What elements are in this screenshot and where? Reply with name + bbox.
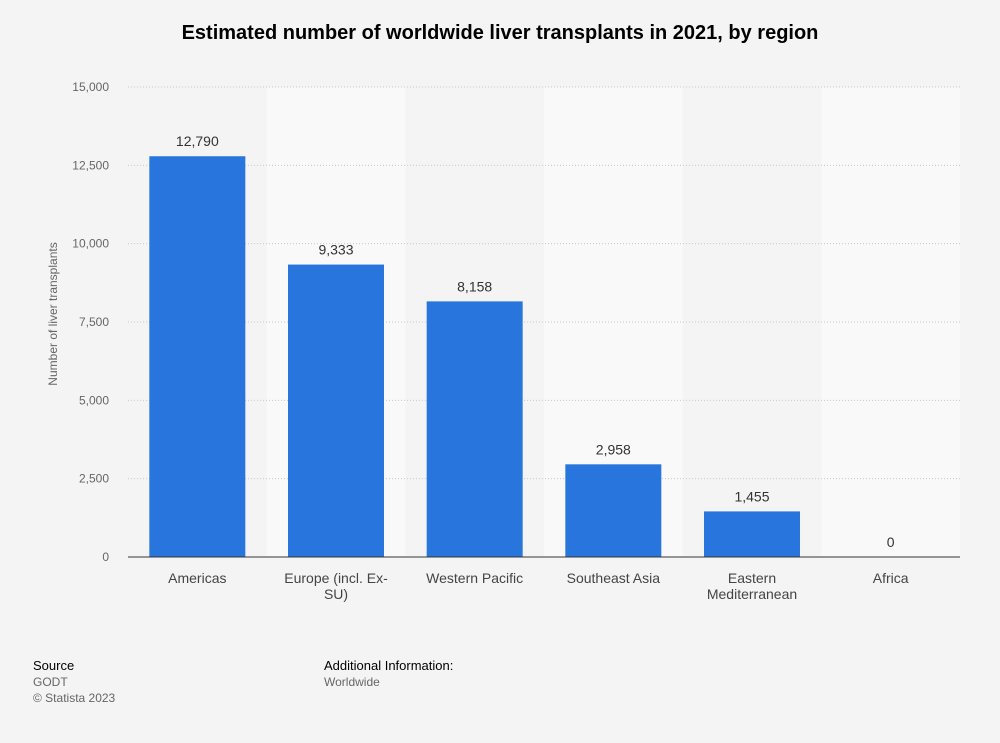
data-label: 12,790	[176, 133, 219, 149]
additional-info-block: Additional Information: Worldwide	[324, 658, 453, 690]
x-tick-label: Africa	[873, 570, 909, 586]
value-labels: 12,790 9,333 8,158 2,958 1,455 0	[176, 133, 895, 550]
bar	[565, 464, 662, 557]
data-label: 1,455	[734, 488, 769, 504]
y-tick-label: 7,500	[79, 315, 109, 329]
x-tick-label: Americas	[168, 570, 226, 586]
additional-info-value: Worldwide	[324, 675, 380, 689]
x-tick-label: Western Pacific	[426, 570, 523, 586]
data-label: 9,333	[318, 242, 353, 258]
chart-title: Estimated number of worldwide liver tran…	[181, 22, 819, 44]
bar	[288, 264, 384, 557]
bar	[149, 156, 246, 557]
additional-info-label: Additional Information:	[324, 658, 454, 673]
copyright-text: © Statista 2023	[33, 691, 116, 705]
y-tick-label: 15,000	[72, 80, 109, 94]
x-tick-labels: Americas Europe (incl. Ex-SU) Western Paci…	[168, 570, 909, 602]
data-label: 8,158	[457, 278, 492, 294]
y-tick-label: 2,500	[79, 472, 109, 486]
x-tick-label: Europe (incl. Ex-	[284, 570, 388, 586]
y-tick-label: 5,000	[79, 393, 109, 407]
grid-lines	[128, 86, 960, 480]
y-tick-label: 12,500	[72, 158, 109, 172]
x-tick-label: Mediterranean	[707, 586, 797, 602]
bar	[426, 301, 523, 557]
source-label: Source	[33, 658, 75, 673]
bars	[149, 156, 800, 557]
bar	[704, 511, 800, 557]
data-label: 2,958	[596, 441, 631, 457]
x-tick-label: SU)	[324, 586, 348, 602]
x-tick-label: Eastern	[728, 570, 776, 586]
source-value: GODT	[33, 675, 68, 689]
y-tick-labels: 0 2,500 5,000 7,500 10,000 12,500 15,000	[72, 80, 109, 564]
y-tick-label: 0	[102, 550, 109, 564]
y-axis-title: Number of liver transplants	[46, 242, 60, 385]
source-block: Source GODT © Statista 2023	[33, 658, 115, 706]
data-label: 0	[887, 534, 895, 550]
y-tick-label: 10,000	[72, 237, 109, 251]
x-tick-label: Southeast Asia	[567, 570, 661, 586]
